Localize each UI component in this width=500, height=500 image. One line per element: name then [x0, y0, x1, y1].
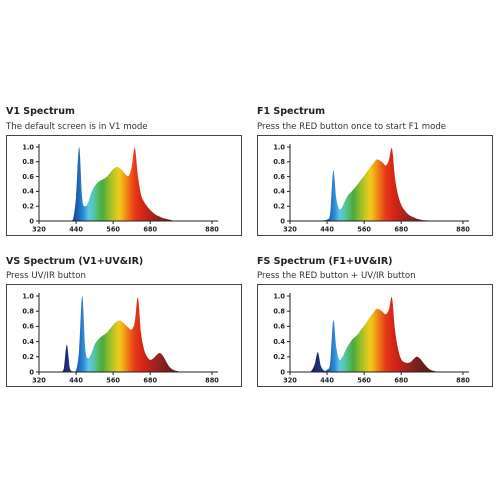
x-tick-label: 560: [106, 377, 120, 385]
y-tick-label: 0.8: [273, 158, 285, 166]
y-tick-label: 0: [280, 217, 285, 225]
x-tick-label: 880: [205, 377, 219, 385]
x-tick-label: 680: [394, 377, 408, 385]
x-tick-label: 560: [106, 226, 120, 234]
y-tick-label: 0.2: [273, 353, 285, 361]
panel-subtitle: The default screen is in V1 mode: [6, 122, 148, 132]
spectrum-area: [305, 148, 454, 221]
x-tick-label: 680: [143, 226, 157, 234]
y-tick-label: 0.8: [273, 308, 285, 316]
y-tick-label: 0.4: [273, 188, 285, 196]
x-tick-label: 880: [456, 377, 470, 385]
y-tick-label: 0.2: [273, 203, 285, 211]
y-tick-label: 0: [29, 368, 34, 376]
x-tick-label: 320: [283, 377, 297, 385]
panel-subtitle: Press UV/IR button: [6, 271, 86, 281]
spectrum-chart: 0 0.2 0.4 0.6 0.8 1.0 320 440 560 680 880: [22, 143, 219, 234]
x-tick-label: 680: [394, 226, 408, 234]
y-tick-label: 0.2: [22, 353, 34, 361]
panel-subtitle: Press the RED button once to start F1 mo…: [257, 122, 447, 132]
y-tick-label: 0.6: [22, 323, 34, 331]
y-tick-label: 1.0: [22, 143, 34, 151]
panel-title: F1 Spectrum: [257, 106, 326, 117]
panel-title: FS Spectrum (F1+UV&IR): [257, 256, 393, 267]
spectrum-chart: 0 0.2 0.4 0.6 0.8 1.0 320 440 560 680 880: [273, 143, 470, 234]
y-tick-label: 0.2: [22, 203, 34, 211]
y-tick-label: 0.8: [22, 158, 34, 166]
y-tick-label: 0.6: [273, 173, 285, 181]
panel-subtitle: Press the RED button + UV/IR button: [257, 271, 416, 281]
spectrum-chart: 0 0.2 0.4 0.6 0.8 1.0 320 440 560 680 880: [273, 292, 470, 385]
spectrum-area: [45, 296, 203, 372]
x-tick-label: 560: [357, 377, 371, 385]
x-tick-label: 440: [320, 377, 334, 385]
y-tick-label: 0: [280, 368, 285, 376]
x-tick-label: 880: [205, 226, 219, 234]
x-tick-label: 320: [32, 377, 46, 385]
y-tick-label: 0: [29, 217, 34, 225]
x-tick-label: 440: [69, 377, 83, 385]
chart-frame: 0 0.2 0.4 0.6 0.8 1.0 320 440 560 680 880: [257, 135, 493, 236]
y-tick-label: 0.4: [22, 338, 34, 346]
y-tick-label: 0.6: [22, 173, 34, 181]
y-tick-label: 1.0: [22, 292, 34, 300]
chart-frame: 0 0.2 0.4 0.6 0.8 1.0 320 440 560 680 880: [6, 135, 242, 236]
y-tick-label: 1.0: [273, 143, 285, 151]
spectrum-area: [54, 146, 203, 221]
y-tick-label: 0.8: [22, 308, 34, 316]
x-tick-label: 440: [320, 226, 334, 234]
y-tick-label: 1.0: [273, 292, 285, 300]
y-tick-label: 0.4: [22, 188, 34, 196]
y-tick-label: 0.6: [273, 323, 285, 331]
panel-title: V1 Spectrum: [6, 106, 75, 117]
chart-frame: 0 0.2 0.4 0.6 0.8 1.0 320 440 560 680 880: [6, 284, 242, 387]
x-tick-label: 560: [357, 226, 371, 234]
x-tick-label: 440: [69, 226, 83, 234]
spectrum-chart: 0 0.2 0.4 0.6 0.8 1.0 320 440 560 680 880: [22, 292, 219, 385]
x-tick-label: 880: [456, 226, 470, 234]
spectrum-area: [296, 296, 454, 372]
panel-title: VS Spectrum (V1+UV&IR): [6, 256, 144, 267]
x-tick-label: 320: [32, 226, 46, 234]
x-tick-label: 320: [283, 226, 297, 234]
x-tick-label: 680: [143, 377, 157, 385]
y-tick-label: 0.4: [273, 338, 285, 346]
chart-frame: 0 0.2 0.4 0.6 0.8 1.0 320 440 560 680 880: [257, 284, 493, 387]
